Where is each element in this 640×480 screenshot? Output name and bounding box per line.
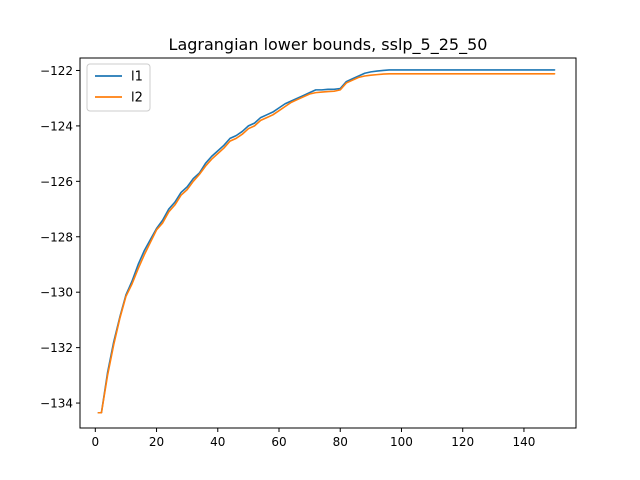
series-line-l2 [97, 73, 556, 414]
y-tick-label: −122 [40, 64, 73, 78]
legend: l1 l2 [86, 63, 151, 112]
y-tick-label: −134 [40, 397, 73, 411]
legend-label-l1: l1 [131, 70, 143, 85]
series-line-l1 [97, 69, 556, 414]
x-tick-label: 40 [210, 435, 225, 449]
y-tick-label: −130 [40, 286, 73, 300]
plot-frame [79, 57, 577, 429]
series-layer [97, 69, 556, 414]
chart-title: Lagrangian lower bounds, sslp_5_25_50 [169, 35, 488, 55]
x-tick-label: 60 [271, 435, 286, 449]
x-axis: 0 20 40 60 80 100 120 140 [91, 428, 535, 449]
x-tick-label: 0 [91, 435, 99, 449]
legend-label-l2: l2 [131, 91, 143, 106]
x-tick-label: 140 [512, 435, 535, 449]
x-tick-label: 20 [149, 435, 164, 449]
y-axis: −134 −132 −130 −128 −126 −124 −122 [40, 64, 80, 411]
x-tick-label: 100 [390, 435, 413, 449]
y-tick-label: −132 [40, 341, 73, 355]
x-tick-label: 80 [333, 435, 348, 449]
x-tick-label: 120 [451, 435, 474, 449]
y-tick-label: −128 [40, 230, 73, 244]
y-tick-label: −126 [40, 175, 73, 189]
y-tick-label: −124 [40, 119, 73, 133]
